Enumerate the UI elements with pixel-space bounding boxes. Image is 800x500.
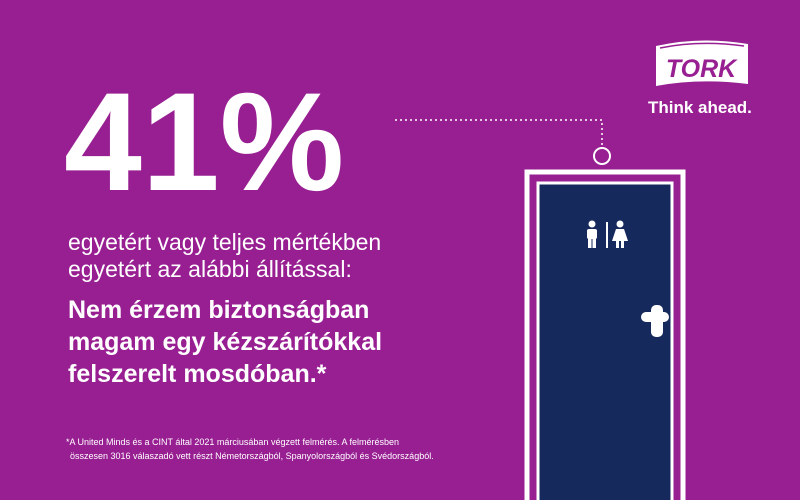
logo-brand: TORK [666, 55, 738, 83]
door [536, 181, 674, 500]
connector [395, 119, 603, 147]
subtitle-line: egyetért az alábbi állítással: [68, 256, 352, 282]
door-sign [593, 147, 611, 165]
subtitle-line: egyetért vagy teljes mértékben [68, 229, 381, 255]
restroom-icon [587, 220, 628, 248]
footnote-line: összesen 3016 válaszadó vett részt Német… [70, 451, 434, 461]
footnote-line: *A United Minds és a CINT által 2021 már… [66, 437, 399, 447]
door-handle [641, 305, 669, 337]
logo-wave [659, 42, 745, 49]
statement-line: Nem érzem biztonságban [68, 296, 369, 324]
statement-line: magam egy kézszárítókkal [68, 328, 382, 356]
logo-badge [656, 40, 748, 86]
logo-tagline: Think ahead. [648, 98, 752, 117]
statement-line: felszerelt mosdóban.* [68, 360, 327, 388]
door-frame [524, 169, 686, 500]
stat: 41% [64, 63, 344, 220]
